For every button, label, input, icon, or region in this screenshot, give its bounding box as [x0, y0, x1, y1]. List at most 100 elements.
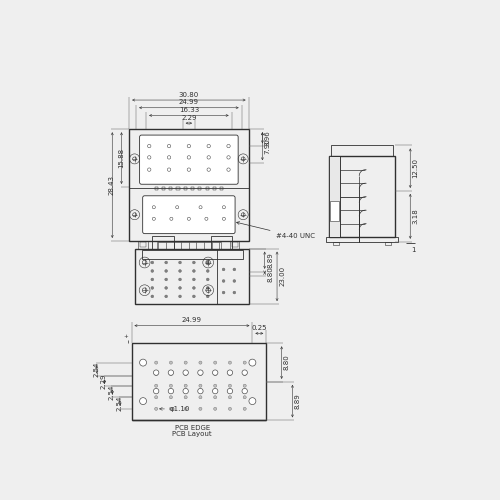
Text: φ1.10: φ1.10 [160, 406, 190, 412]
Circle shape [183, 388, 188, 394]
Circle shape [178, 295, 182, 298]
Circle shape [170, 396, 172, 399]
Circle shape [242, 370, 248, 376]
Text: +: + [123, 334, 128, 339]
Circle shape [206, 261, 209, 264]
Circle shape [233, 280, 235, 282]
Circle shape [154, 408, 158, 410]
Circle shape [227, 370, 232, 376]
Circle shape [222, 218, 226, 220]
Text: 3.96: 3.96 [264, 130, 270, 146]
Text: 30.80: 30.80 [179, 92, 199, 98]
Circle shape [207, 168, 210, 172]
Bar [333, 242, 340, 245]
Circle shape [199, 206, 202, 209]
Bar [206, 186, 208, 190]
Circle shape [152, 218, 156, 220]
Circle shape [170, 408, 172, 410]
Bar [220, 186, 223, 190]
Circle shape [199, 396, 202, 399]
Text: 15.88: 15.88 [118, 148, 124, 168]
Circle shape [170, 384, 172, 387]
Circle shape [206, 270, 209, 272]
Text: 16.33: 16.33 [179, 107, 199, 113]
Circle shape [192, 261, 196, 264]
Circle shape [228, 361, 232, 364]
Bar [152, 236, 174, 248]
Circle shape [178, 261, 182, 264]
Circle shape [148, 168, 151, 172]
Circle shape [170, 361, 172, 364]
Bar [330, 156, 395, 237]
Circle shape [198, 370, 203, 376]
Circle shape [184, 372, 187, 376]
Circle shape [152, 206, 156, 209]
Circle shape [154, 388, 159, 394]
Circle shape [151, 286, 154, 290]
Circle shape [206, 295, 209, 298]
Circle shape [222, 280, 225, 282]
Text: 0.25: 0.25 [252, 325, 267, 331]
Bar [142, 250, 243, 260]
Circle shape [207, 156, 210, 159]
Circle shape [148, 144, 151, 148]
Circle shape [165, 261, 168, 264]
Text: 8.89: 8.89 [295, 393, 301, 409]
Circle shape [187, 168, 190, 172]
Circle shape [207, 144, 210, 148]
Circle shape [176, 206, 178, 209]
Circle shape [228, 396, 232, 399]
Circle shape [222, 291, 225, 294]
Circle shape [242, 388, 248, 394]
Circle shape [199, 372, 202, 376]
Text: 2.29: 2.29 [101, 374, 107, 389]
Circle shape [168, 370, 173, 376]
Bar [213, 186, 216, 190]
Text: 12.50: 12.50 [412, 158, 418, 178]
Bar [230, 241, 239, 248]
Circle shape [214, 408, 216, 410]
Bar [330, 200, 340, 221]
Circle shape [243, 384, 246, 387]
Circle shape [165, 270, 168, 272]
Circle shape [222, 268, 225, 271]
Text: 7.90: 7.90 [264, 138, 270, 154]
Circle shape [165, 278, 168, 281]
Circle shape [170, 218, 173, 220]
Circle shape [199, 408, 202, 410]
Circle shape [199, 384, 202, 387]
Circle shape [206, 286, 209, 290]
Circle shape [192, 278, 196, 281]
Circle shape [165, 295, 168, 298]
Circle shape [243, 361, 246, 364]
Bar [232, 242, 238, 247]
Circle shape [249, 398, 256, 404]
Circle shape [192, 270, 196, 272]
Circle shape [199, 361, 202, 364]
Text: 2.29: 2.29 [181, 115, 196, 121]
Text: PCB EDGE: PCB EDGE [174, 425, 210, 431]
Circle shape [140, 398, 146, 404]
Circle shape [228, 408, 232, 410]
Bar [184, 186, 187, 190]
Circle shape [233, 291, 235, 294]
Circle shape [192, 286, 196, 290]
Circle shape [233, 268, 235, 271]
Bar [330, 156, 340, 237]
Text: 8.80: 8.80 [284, 354, 290, 370]
Circle shape [212, 388, 218, 394]
Bar [385, 242, 391, 245]
Circle shape [228, 372, 232, 376]
Circle shape [168, 168, 170, 172]
Circle shape [187, 156, 190, 159]
Circle shape [151, 295, 154, 298]
Bar [191, 186, 194, 190]
Circle shape [227, 388, 232, 394]
Circle shape [168, 144, 170, 148]
Bar [169, 186, 172, 190]
Circle shape [140, 359, 146, 366]
Circle shape [151, 270, 154, 272]
Circle shape [168, 388, 173, 394]
Circle shape [214, 372, 216, 376]
Circle shape [154, 384, 158, 387]
